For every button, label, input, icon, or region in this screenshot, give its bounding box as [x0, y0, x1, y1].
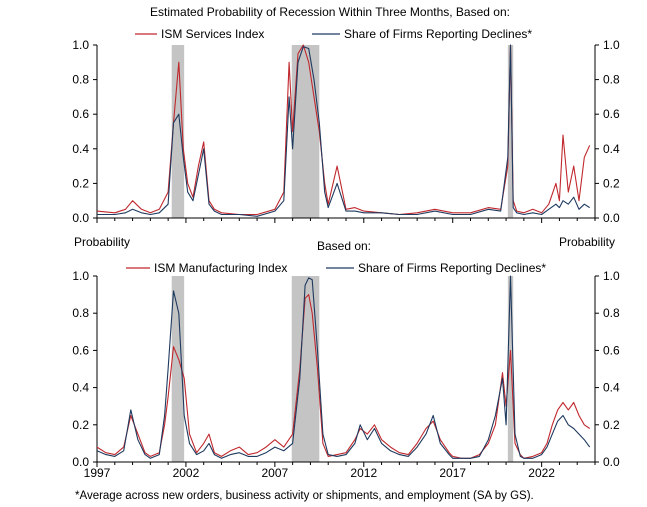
bottom-ytick-label-left: 1.0: [72, 269, 89, 283]
bottom-ytick-label-right: 0.4: [603, 381, 620, 395]
bottom-xtick-label: 1997: [84, 466, 111, 480]
top-series-line-navy: [97, 44, 590, 217]
top-ytick-label-right: 0.6: [603, 107, 620, 121]
left-axis-title: Probability: [74, 235, 130, 249]
top-recession-band-0: [171, 45, 185, 218]
bottom-ytick-label-left: 0.6: [72, 343, 89, 357]
bottom-series-line-red: [96, 294, 591, 459]
top-ytick-label-right: 0.8: [603, 73, 620, 87]
bottom-xtick-label: 2002: [173, 466, 200, 480]
bottom-recession-band-2: [507, 276, 514, 462]
bottom-chart-title: Based on:: [317, 239, 371, 253]
bottom-ytick-label-right: 0.2: [603, 418, 620, 432]
top-ytick-label-right: 1.0: [603, 38, 620, 52]
right-axis-title: Probability: [559, 235, 615, 249]
top-recession-band-1: [291, 45, 320, 218]
bottom-ytick-label-right: 0.8: [603, 306, 620, 320]
bottom-xtick-label: 2017: [439, 466, 466, 480]
bottom-legend-navy-label: Share of Firms Reporting Declines*: [358, 261, 546, 275]
bottom-xtick-label: 2012: [350, 466, 377, 480]
bottom-panel: 0.0 0.0 0.2 0.2 0.4 0.4 0.6 0.6 0.8 0.8 1.0 1.0 1997…: [72, 269, 620, 480]
top-ytick-label-left: 0.4: [72, 142, 89, 156]
bottom-recession-band-1: [291, 276, 320, 462]
top-chart-title: Estimated Probability of Recession Withi…: [150, 5, 510, 19]
top-ytick-label-left: 0.6: [72, 107, 89, 121]
bottom-ytick-label-right: 0.0: [603, 455, 620, 469]
top-ytick-label-left: 0.8: [72, 73, 89, 87]
bottom-xtick-label: 2007: [262, 466, 289, 480]
bottom-ytick-label-left: 0.8: [72, 306, 89, 320]
bottom-legend: ISM Manufacturing Index Share of Firms R…: [126, 261, 546, 275]
top-ytick-label-right: 0.0: [603, 211, 620, 225]
bottom-recession-band-0: [171, 276, 185, 462]
top-ytick-label-left: 1.0: [72, 38, 89, 52]
bottom-ytick-label-right: 1.0: [603, 269, 620, 283]
bottom-legend-red-label: ISM Manufacturing Index: [154, 261, 287, 275]
bottom-ytick-label-left: 0.0: [72, 455, 89, 469]
top-panel: 0.0 0.0 0.2 0.2 0.4 0.4 0.6 0.6 0.8 0.8 1.0 1.0: [72, 38, 620, 225]
top-legend-navy-label: Share of Firms Reporting Declines*: [344, 27, 532, 41]
top-ytick-label-left: 0.2: [72, 176, 89, 190]
top-ytick-label-left: 0.0: [72, 211, 89, 225]
footnote: *Average across new orders, business act…: [75, 490, 534, 502]
top-series-line-red: [96, 44, 591, 216]
bottom-ytick-label-right: 0.6: [603, 343, 620, 357]
top-legend: ISM Services Index Share of Firms Report…: [135, 27, 532, 41]
top-ytick-label-right: 0.4: [603, 142, 620, 156]
top-ytick-label-right: 0.2: [603, 176, 620, 190]
top-legend-red-label: ISM Services Index: [161, 27, 264, 41]
bottom-xtick-label: 2022: [528, 466, 555, 480]
bottom-series-line-navy: [96, 275, 591, 459]
top-recession-band-2: [507, 45, 514, 218]
bottom-ytick-label-left: 0.2: [72, 418, 89, 432]
bottom-ytick-label-left: 0.4: [72, 381, 89, 395]
